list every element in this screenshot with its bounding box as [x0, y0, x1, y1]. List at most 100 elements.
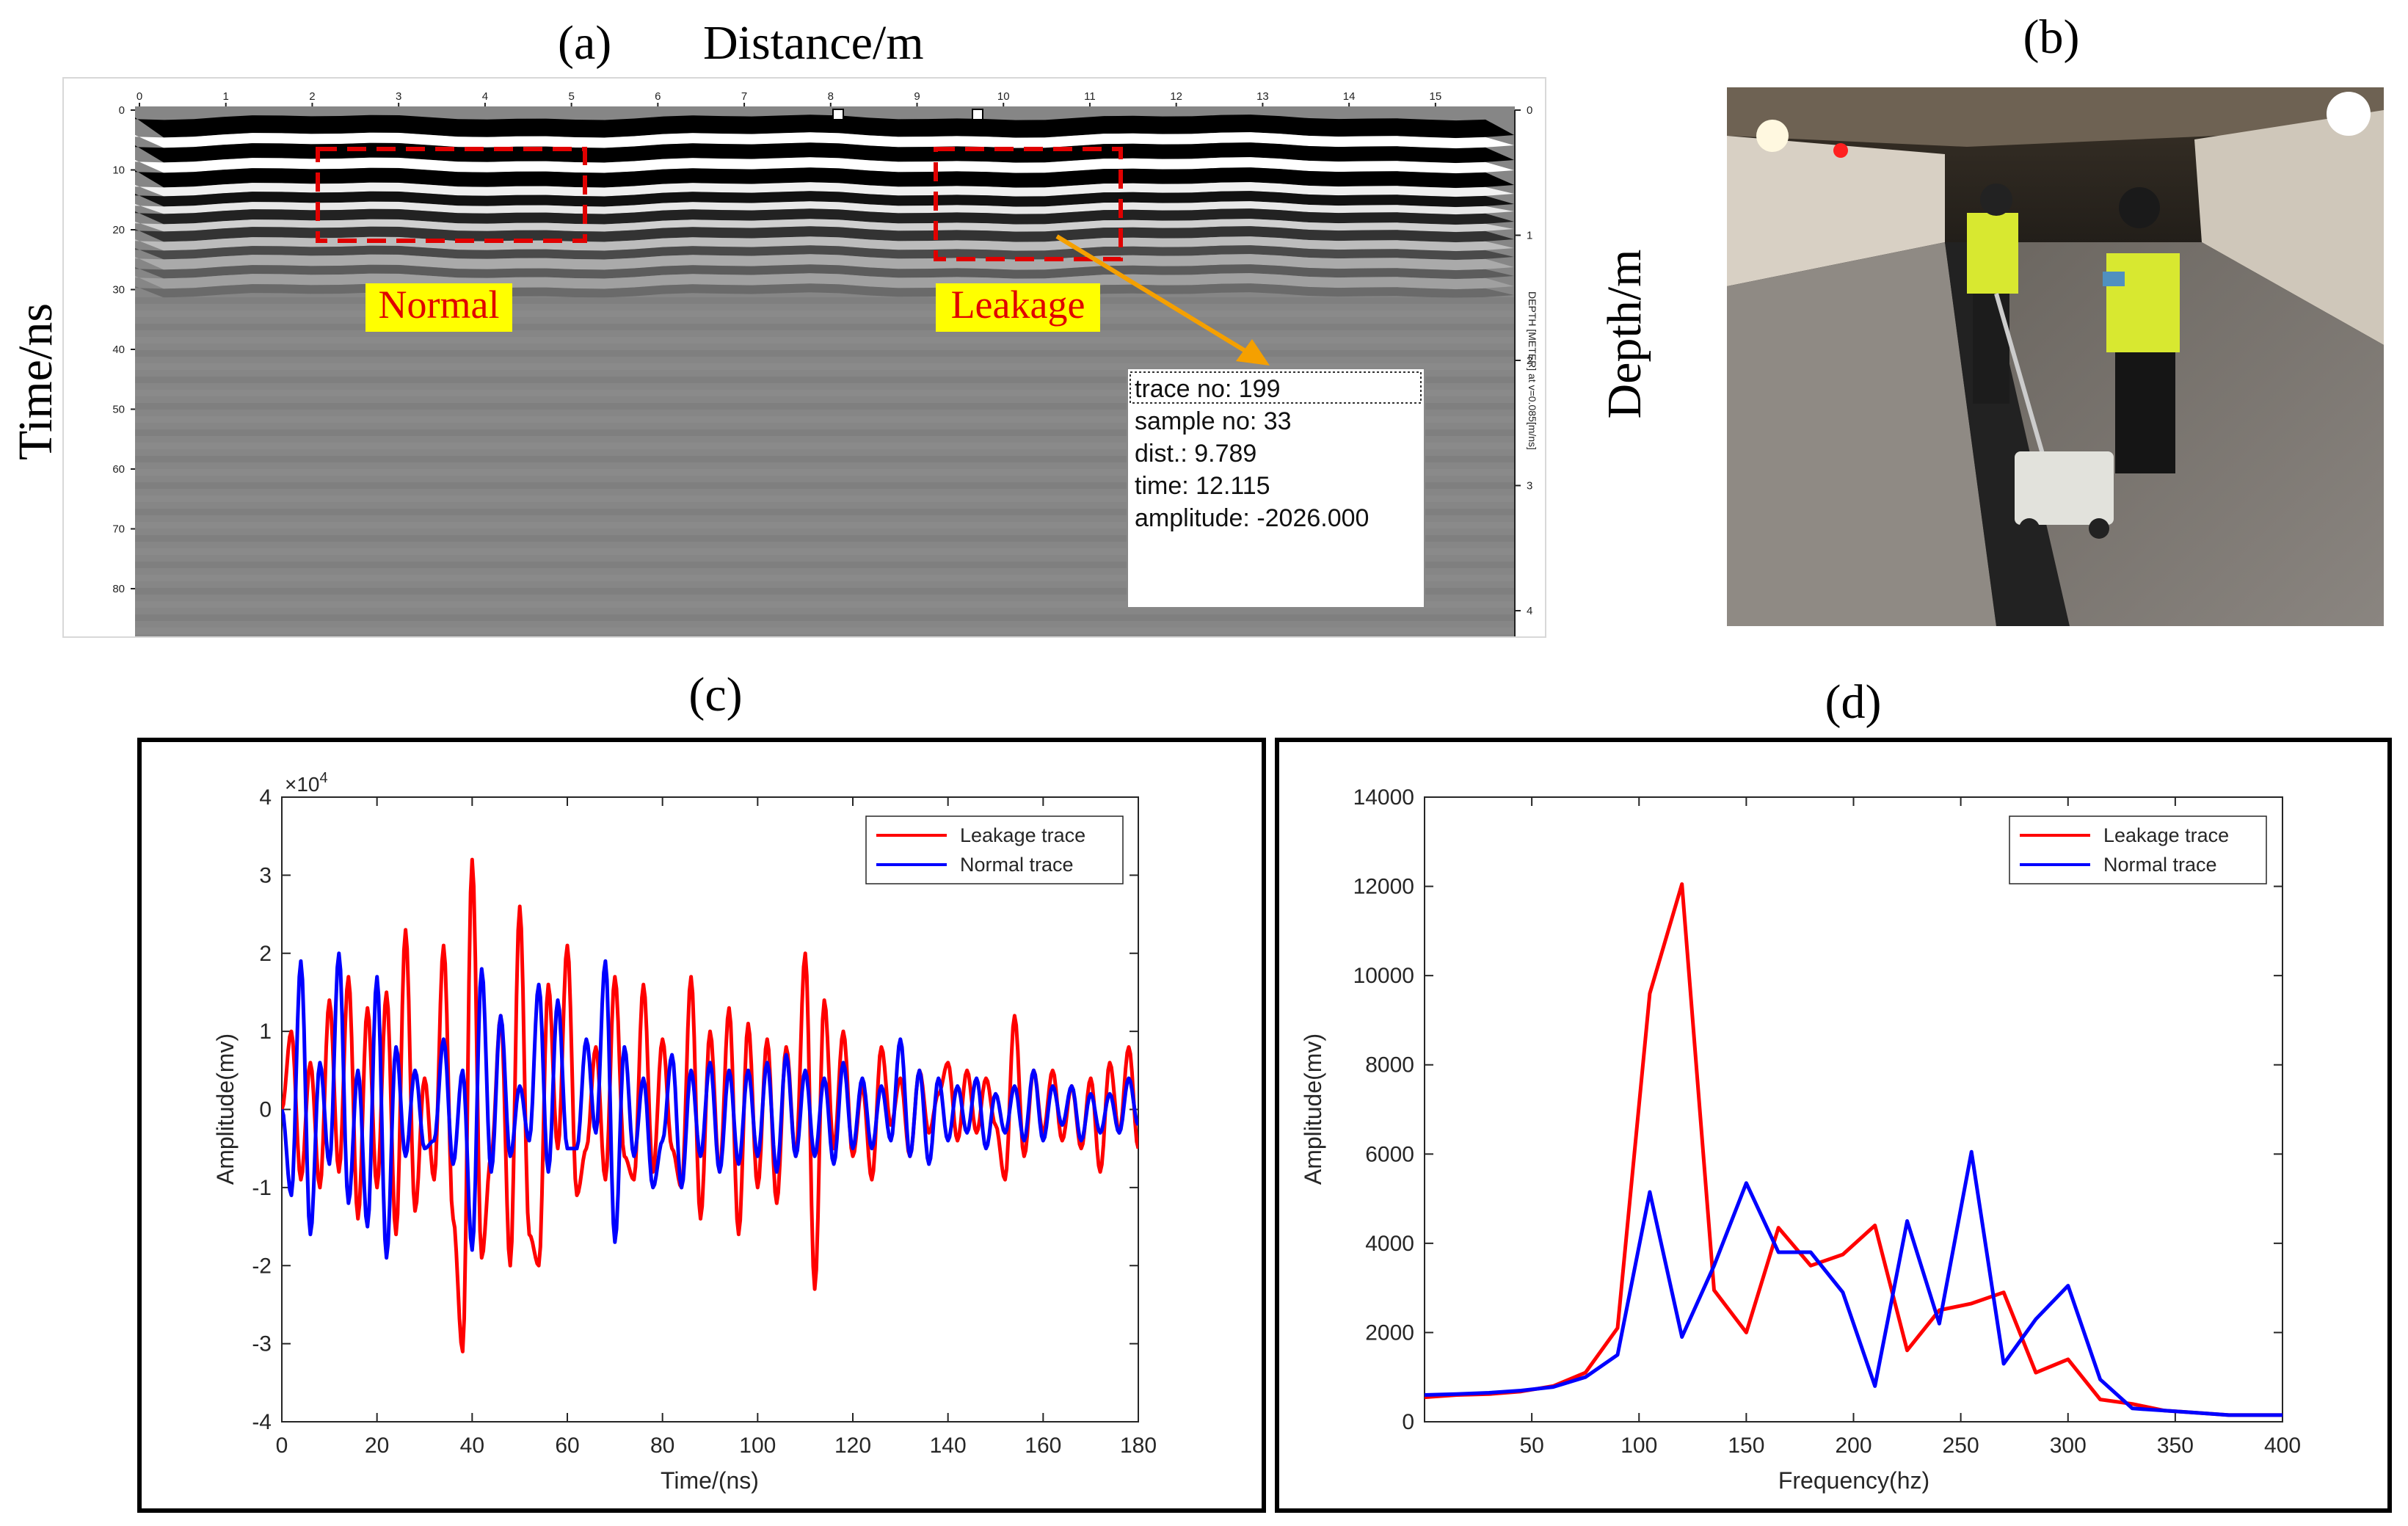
- chart-d-ticks: 50 100 150 200 250 300 350 40002000400060008000…: [1353, 785, 2301, 1458]
- gpr-background-stripe: [135, 324, 1514, 330]
- field-photo: [1727, 87, 2384, 626]
- worker-legs: [1973, 294, 2009, 404]
- gpr-distance-tick-label: 13: [1256, 90, 1269, 103]
- info-dist: dist.: 9.789: [1135, 440, 1256, 468]
- x-tick-label: 100: [1621, 1434, 1657, 1458]
- worker-coat: [2115, 352, 2175, 473]
- gpr-background-stripe: [135, 588, 1514, 595]
- gpr-distance-tick-label: 6: [655, 90, 661, 103]
- series-line-normal: [282, 951, 1138, 1260]
- gpr-reflection-band: [135, 167, 1514, 189]
- gpr-cart: [2015, 451, 2114, 525]
- gpr-reflection-band: [135, 236, 1514, 252]
- gpr-depth-label: Depth/m: [1598, 250, 1651, 419]
- cart-wheel: [2019, 518, 2040, 539]
- panel-label-c: (c): [688, 668, 742, 722]
- gpr-background-stripe: [135, 363, 1514, 370]
- gpr-reflection-band: [135, 208, 1514, 225]
- y-tick-label: 6000: [1365, 1142, 1414, 1166]
- y-tick-label: 10000: [1353, 964, 1414, 988]
- y-tick-label: 3: [259, 863, 272, 887]
- gpr-distance-tick-label: 7: [741, 90, 747, 103]
- info-amplitude: amplitude: -2026.000: [1135, 504, 1369, 532]
- frequency-domain-chart: 50 100 150 200 250 300 350 40002000400060008000…: [1300, 785, 2301, 1494]
- gpr-time-tick-label: 20: [112, 224, 125, 236]
- gpr-distance-tick-label: 9: [914, 90, 920, 103]
- gpr-background-stripe: [135, 390, 1514, 396]
- gpr-reflection-band: [135, 264, 1514, 280]
- y-tick-label: 4: [259, 785, 272, 810]
- gpr-distance-tick-label: 15: [1430, 90, 1442, 103]
- gpr-distance-axis: 0 1 2 3 4 5 6 7 8 9 10 11 12 13 14 15: [137, 90, 1441, 106]
- gpr-background-stripe: [135, 482, 1514, 489]
- chart-c-exponent-base: ×10: [285, 773, 320, 796]
- gpr-marker: [972, 109, 983, 120]
- tablet: [2103, 272, 2125, 286]
- gpr-distance-label: Distance/m: [703, 16, 924, 70]
- pointer-arrow-line: [1055, 234, 1249, 355]
- info-trace: trace no: 199: [1135, 375, 1280, 403]
- gpr-reflection-band: [135, 115, 1514, 139]
- chart-c-legend: Leakage trace Normal trace: [865, 815, 1124, 884]
- chart-d-xlabel: Frequency(hz): [1778, 1467, 1929, 1494]
- leakage-tag: Leakage: [951, 283, 1085, 327]
- y-tick-label: 1: [259, 1020, 272, 1044]
- gpr-time-tick-label: 10: [112, 164, 125, 177]
- gpr-background-stripe: [135, 443, 1514, 449]
- gpr-reflection-band: [135, 226, 1514, 243]
- x-tick-label: 400: [2264, 1434, 2301, 1458]
- x-tick-label: 300: [2050, 1434, 2087, 1458]
- time-domain-chart: 0 20 40 60 80 100 120 140 160 180 -4 -3 -2 -1 0 1 2 3 4 ×1…: [212, 770, 1157, 1494]
- gpr-distance-tick-label: 11: [1084, 90, 1096, 103]
- gpr-background-stripe: [135, 416, 1514, 423]
- x-tick-label: 50: [1519, 1434, 1543, 1458]
- chart-c-xlabel: Time/(ns): [661, 1467, 759, 1494]
- worker-vest: [2106, 253, 2180, 352]
- gpr-marker: [832, 109, 844, 120]
- chart-c-exponent: ×104: [285, 770, 328, 796]
- y-tick-label: 0: [1402, 1410, 1414, 1434]
- gpr-background-stripe: [135, 297, 1514, 304]
- gpr-background-stripe: [135, 628, 1514, 634]
- y-tick-label: 14000: [1353, 785, 1414, 810]
- gpr-background-stripe: [135, 310, 1514, 317]
- gpr-background-stripe: [135, 562, 1514, 568]
- series-line-leakage: [282, 857, 1138, 1354]
- x-tick-label: 120: [834, 1434, 871, 1458]
- gpr-depth-caption: DEPTH [METER] at v=0.085[m/ns]: [1527, 291, 1538, 450]
- photo-right-wall: [2194, 110, 2384, 345]
- photo-light-left: [1756, 120, 1789, 152]
- photo-signal: [1833, 143, 1848, 158]
- gpr-reflection-band: [135, 191, 1514, 208]
- gpr-background-stripe: [135, 337, 1514, 344]
- gpr-time-tick-label: 70: [112, 523, 125, 536]
- x-tick-label: 100: [739, 1434, 776, 1458]
- x-tick-label: 180: [1120, 1434, 1157, 1458]
- normal-region-box: [316, 147, 587, 243]
- legend-c-normal-label: Normal trace: [960, 854, 1074, 876]
- gpr-reflection-band: [135, 201, 1514, 215]
- x-tick-label: 20: [365, 1434, 389, 1458]
- x-tick-label: 40: [460, 1434, 484, 1458]
- panel-label-b: (b): [2023, 10, 2080, 64]
- x-tick-label: 200: [1835, 1434, 1872, 1458]
- chart-d-ylabel: Amplitude(mv): [1300, 1033, 1326, 1185]
- gpr-background-stripe: [135, 456, 1514, 462]
- y-tick-label: -4: [252, 1410, 272, 1434]
- y-tick-label: 8000: [1365, 1053, 1414, 1078]
- panel-c-border: [137, 738, 1266, 1513]
- panel-label-a: (a): [558, 16, 611, 70]
- y-tick-label: -1: [252, 1176, 272, 1200]
- gpr-depth-tick-label: 2: [1527, 355, 1532, 367]
- gpr-background-stripe: [135, 429, 1514, 436]
- gpr-background-stripe: [135, 535, 1514, 542]
- x-tick-label: 0: [276, 1434, 288, 1458]
- normal-tag: Normal: [379, 283, 500, 327]
- gpr-background-stripe: [135, 377, 1514, 383]
- chart-c-ylabel: Amplitude(mv): [212, 1033, 239, 1185]
- info-time: time: 12.115: [1135, 472, 1270, 500]
- gpr-background-stripe: [135, 575, 1514, 581]
- chart-d-legend: Leakage trace Normal trace: [2009, 815, 2267, 884]
- x-tick-label: 250: [1943, 1434, 1979, 1458]
- gpr-distance-tick-label: 10: [997, 90, 1010, 103]
